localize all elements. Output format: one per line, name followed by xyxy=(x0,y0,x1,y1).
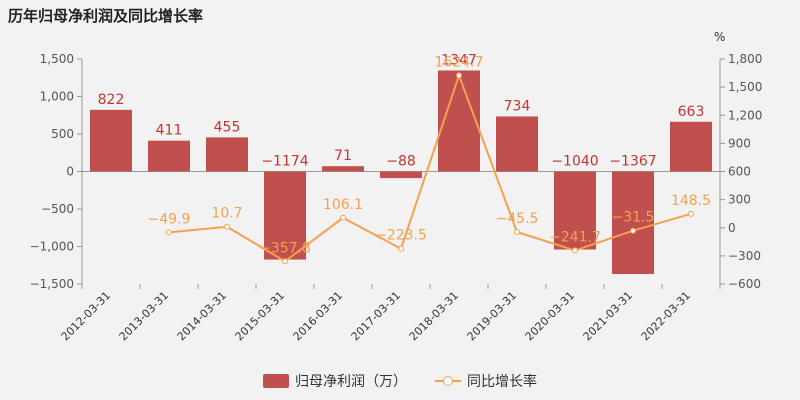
x-tick-label: 2022-03-31 xyxy=(639,289,693,343)
x-tick-label: 2021-03-31 xyxy=(581,289,635,343)
y-right-tick-label: 300 xyxy=(728,193,751,207)
growth-rate-data-label: −49.9 xyxy=(148,211,191,227)
growth-rate-data-label: −223.5 xyxy=(375,228,427,244)
bar xyxy=(554,171,596,250)
bar xyxy=(612,171,654,275)
growth-rate-point xyxy=(340,214,346,221)
legend-bar-label: 归母净利润（万） xyxy=(295,374,407,390)
bar xyxy=(148,140,190,172)
bar-data-label: −1367 xyxy=(609,154,656,170)
bar-data-label: −1174 xyxy=(261,154,308,170)
bar-data-label: −88 xyxy=(386,154,416,170)
growth-rate-data-label: −45.5 xyxy=(496,211,539,227)
bar xyxy=(206,137,248,172)
y-left-tick-label: 1,000 xyxy=(40,90,74,104)
growth-rate-point xyxy=(166,229,172,236)
bar-data-label: 71 xyxy=(334,148,352,164)
x-tick-label: 2013-03-31 xyxy=(117,289,171,343)
x-tick-label: 2014-03-31 xyxy=(175,289,229,343)
growth-rate-point xyxy=(572,247,578,254)
y-right-tick-label: −300 xyxy=(728,249,761,263)
bar xyxy=(438,70,480,172)
x-tick-label: 2019-03-31 xyxy=(465,289,519,343)
y-right-tick-label: 1,500 xyxy=(728,80,762,94)
growth-rate-point xyxy=(282,258,288,265)
legend-line-label: 同比增长率 xyxy=(467,374,537,390)
y-left-tick-label: 0 xyxy=(66,165,74,179)
growth-rate-point xyxy=(224,223,230,230)
growth-rate-data-label: 106.1 xyxy=(323,197,363,213)
growth-rate-point xyxy=(514,229,520,236)
x-tick-label: 2012-03-31 xyxy=(59,289,113,343)
growth-rate-data-label: 148.5 xyxy=(671,193,711,209)
legend-item-line[interactable]: 同比增长率 xyxy=(435,371,537,391)
growth-rate-point xyxy=(456,72,462,79)
y-right-tick-label: −600 xyxy=(728,277,761,291)
y-right-tick-label: 0 xyxy=(728,221,736,235)
growth-rate-line xyxy=(168,72,692,263)
y-left-tick-label: −1,000 xyxy=(30,240,74,254)
growth-rate-point xyxy=(688,210,694,217)
bar xyxy=(322,166,364,172)
legend: 归母净利润（万） 同比增长率 xyxy=(0,371,800,391)
growth-rate-point xyxy=(630,227,636,234)
bar xyxy=(496,116,538,172)
y-right-tick-label: 900 xyxy=(728,136,751,150)
legend-bar-swatch xyxy=(263,374,289,388)
y-left-tick-label: −500 xyxy=(41,202,74,216)
x-tick-label: 2016-03-31 xyxy=(291,289,345,343)
bar-data-label: 734 xyxy=(504,98,531,114)
legend-line-swatch xyxy=(435,374,461,388)
bar xyxy=(264,171,306,260)
growth-rate-data-label: −31.5 xyxy=(612,210,655,226)
x-tick-label: 2018-03-31 xyxy=(407,289,461,343)
x-tick-label: 2017-03-31 xyxy=(349,289,403,343)
bar-data-label: 455 xyxy=(214,119,241,135)
growth-rate-point xyxy=(398,245,404,252)
growth-rate-data-label: −357.8 xyxy=(259,240,311,256)
y-left-tick-label: 1,500 xyxy=(40,52,74,66)
bar xyxy=(670,121,712,172)
x-tick-label: 2015-03-31 xyxy=(233,289,287,343)
bar-data-label: 663 xyxy=(678,104,705,120)
growth-rate-data-label: −241.7 xyxy=(549,229,601,245)
bar-data-label: −1040 xyxy=(551,154,598,170)
legend-item-bar[interactable]: 归母净利润（万） xyxy=(263,371,407,391)
growth-rate-data-label: 10.7 xyxy=(211,206,242,222)
bar-data-label: 411 xyxy=(156,123,183,139)
bar-data-label: 1347 xyxy=(441,52,477,68)
bar xyxy=(380,171,422,179)
bar-data-label: 822 xyxy=(98,92,125,108)
bar xyxy=(90,109,132,172)
y-right-unit: % xyxy=(714,30,725,44)
y-right-tick-label: 1,800 xyxy=(728,52,762,66)
y-left-tick-label: −1,500 xyxy=(30,277,74,291)
y-left-tick-label: 500 xyxy=(51,127,74,141)
x-tick-label: 2020-03-31 xyxy=(523,289,577,343)
growth-rate-data-label: 1624.7 xyxy=(435,54,484,70)
y-right-tick-label: 600 xyxy=(728,165,751,179)
y-right-tick-label: 1,200 xyxy=(728,108,762,122)
chart-title: 历年归母净利润及同比增长率 xyxy=(8,7,204,25)
